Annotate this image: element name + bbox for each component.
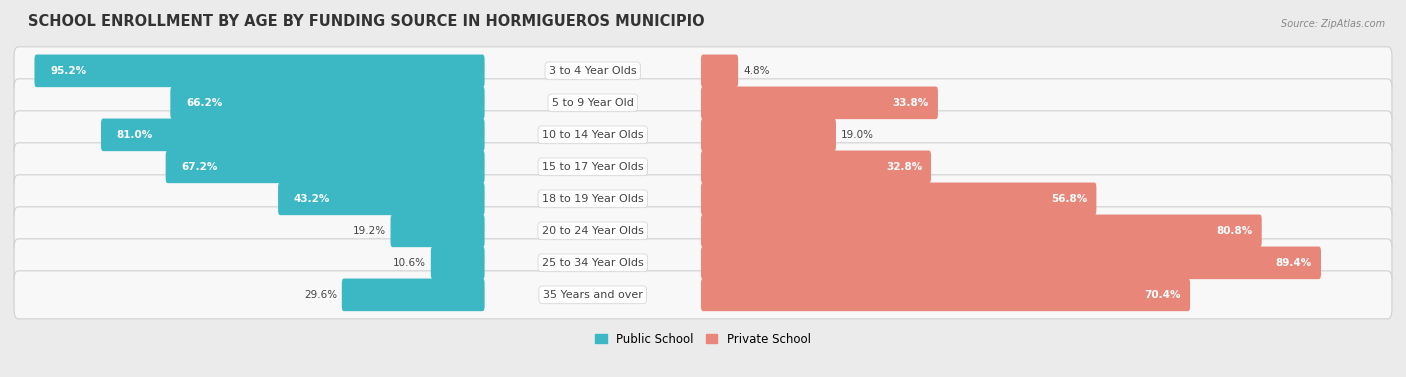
- FancyBboxPatch shape: [14, 47, 1392, 95]
- FancyBboxPatch shape: [14, 207, 1392, 255]
- Text: 4.8%: 4.8%: [742, 66, 769, 76]
- FancyBboxPatch shape: [430, 247, 485, 279]
- Text: 15 to 17 Year Olds: 15 to 17 Year Olds: [541, 162, 644, 172]
- FancyBboxPatch shape: [702, 279, 1189, 311]
- Text: 10 to 14 Year Olds: 10 to 14 Year Olds: [541, 130, 644, 140]
- Text: 25 to 34 Year Olds: 25 to 34 Year Olds: [541, 258, 644, 268]
- Legend: Public School, Private School: Public School, Private School: [591, 328, 815, 350]
- FancyBboxPatch shape: [702, 118, 837, 151]
- FancyBboxPatch shape: [101, 118, 485, 151]
- Text: 3 to 4 Year Olds: 3 to 4 Year Olds: [548, 66, 637, 76]
- Text: 89.4%: 89.4%: [1275, 258, 1312, 268]
- Text: 95.2%: 95.2%: [51, 66, 86, 76]
- FancyBboxPatch shape: [391, 215, 485, 247]
- Text: 18 to 19 Year Olds: 18 to 19 Year Olds: [541, 194, 644, 204]
- FancyBboxPatch shape: [14, 143, 1392, 191]
- FancyBboxPatch shape: [278, 182, 485, 215]
- Text: 66.2%: 66.2%: [186, 98, 222, 108]
- FancyBboxPatch shape: [14, 271, 1392, 319]
- FancyBboxPatch shape: [14, 175, 1392, 223]
- FancyBboxPatch shape: [702, 87, 938, 119]
- FancyBboxPatch shape: [170, 87, 485, 119]
- Text: 29.6%: 29.6%: [304, 290, 337, 300]
- Text: 19.2%: 19.2%: [353, 226, 385, 236]
- FancyBboxPatch shape: [702, 182, 1097, 215]
- Text: 43.2%: 43.2%: [294, 194, 330, 204]
- FancyBboxPatch shape: [14, 79, 1392, 127]
- FancyBboxPatch shape: [35, 55, 485, 87]
- FancyBboxPatch shape: [14, 111, 1392, 159]
- Text: 80.8%: 80.8%: [1216, 226, 1253, 236]
- Text: 35 Years and over: 35 Years and over: [543, 290, 643, 300]
- FancyBboxPatch shape: [702, 55, 738, 87]
- Text: SCHOOL ENROLLMENT BY AGE BY FUNDING SOURCE IN HORMIGUEROS MUNICIPIO: SCHOOL ENROLLMENT BY AGE BY FUNDING SOUR…: [28, 14, 704, 29]
- Text: 81.0%: 81.0%: [117, 130, 153, 140]
- FancyBboxPatch shape: [702, 247, 1322, 279]
- Text: 32.8%: 32.8%: [886, 162, 922, 172]
- Text: 56.8%: 56.8%: [1052, 194, 1087, 204]
- Text: 70.4%: 70.4%: [1144, 290, 1181, 300]
- Text: 5 to 9 Year Old: 5 to 9 Year Old: [551, 98, 634, 108]
- Text: 33.8%: 33.8%: [893, 98, 929, 108]
- Text: 19.0%: 19.0%: [841, 130, 873, 140]
- Text: Source: ZipAtlas.com: Source: ZipAtlas.com: [1281, 19, 1385, 29]
- FancyBboxPatch shape: [14, 239, 1392, 287]
- FancyBboxPatch shape: [166, 150, 485, 183]
- FancyBboxPatch shape: [702, 215, 1261, 247]
- Text: 10.6%: 10.6%: [394, 258, 426, 268]
- Text: 20 to 24 Year Olds: 20 to 24 Year Olds: [541, 226, 644, 236]
- FancyBboxPatch shape: [702, 150, 931, 183]
- Text: 67.2%: 67.2%: [181, 162, 218, 172]
- FancyBboxPatch shape: [342, 279, 485, 311]
